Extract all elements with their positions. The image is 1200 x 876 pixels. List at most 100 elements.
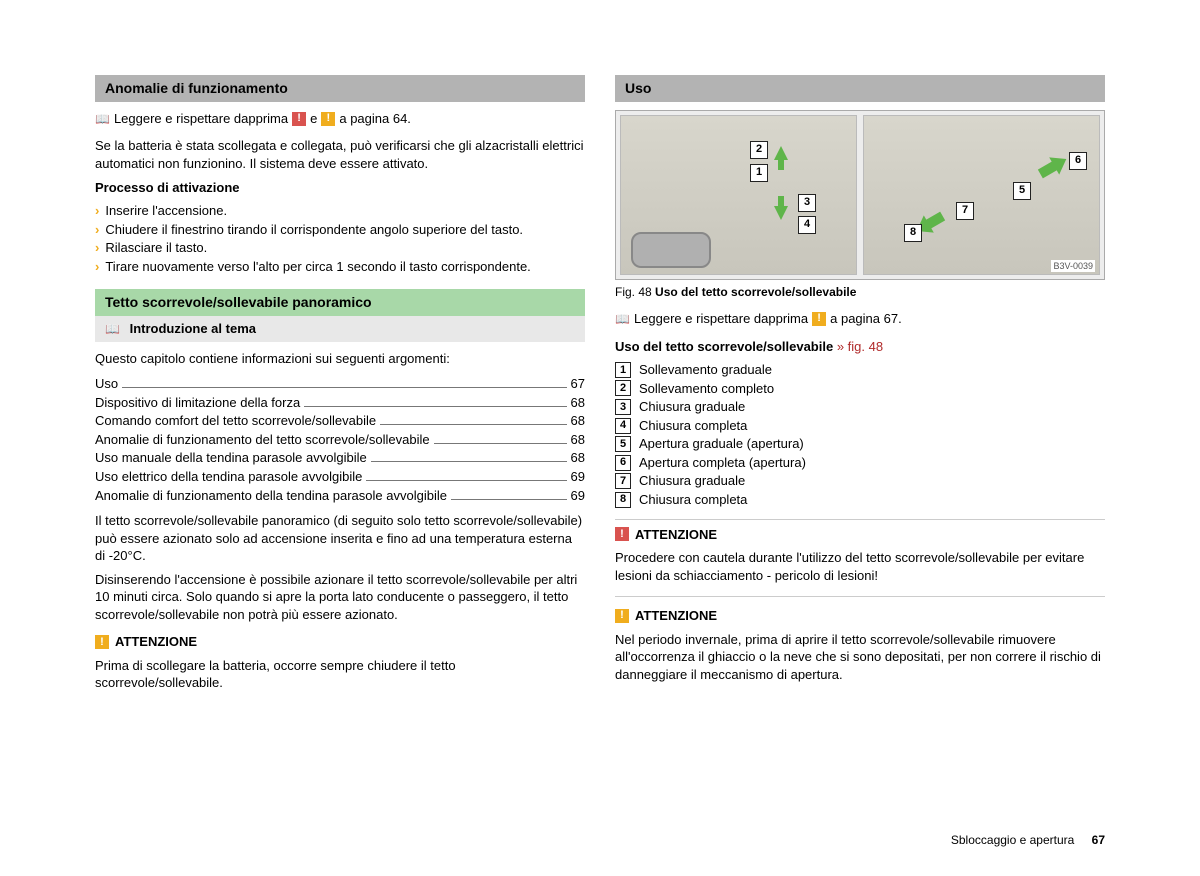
toc-page: 68 [571,449,585,467]
toc-label: Uso [95,375,118,393]
notice-mid: e [310,110,317,128]
footer-page: 67 [1092,833,1105,847]
num-text: Apertura graduale (apertura) [639,435,804,453]
warn-body: Nel periodo invernale, prima di aprire i… [615,631,1105,684]
toc-label: Uso elettrico della tendina parasole avv… [95,468,362,486]
num-text: Sollevamento completo [639,380,774,398]
notice-read-first-left: Leggere e rispettare dapprima ! e ! a pa… [95,110,585,128]
notice-pre: Leggere e rispettare dapprima [114,110,288,128]
num-box: 5 [615,436,631,452]
arrow-upright-icon [1038,160,1060,179]
toc-leader [366,480,566,481]
para-chapter-info: Questo capitolo contiene informazioni su… [95,350,585,368]
toc-page: 67 [571,375,585,393]
fig-num: Fig. 48 [615,285,652,299]
uso-subhead: Uso del tetto scorrevole/sollevabile » f… [615,338,1105,356]
heading-anomalie: Anomalie di funzionamento [95,75,585,102]
para-battery: Se la batteria è stata scollegata e coll… [95,137,585,172]
para-tetto-ign: Disinserendo l'accensione è possibile az… [95,571,585,624]
num-box: 7 [615,473,631,489]
left-column: Anomalie di funzionamento Leggere e risp… [95,75,585,846]
table-of-contents: Uso 67 Dispositivo di limitazione della f… [95,375,585,504]
toc-label: Anomalie di funzionamento del tetto scor… [95,431,430,449]
heading-tetto: Tetto scorrevole/sollevabile panoramico [95,289,585,316]
toc-page: 68 [571,412,585,430]
toc-page: 68 [571,431,585,449]
numbered-list: 1 Sollevamento graduale 2 Sollevamento com… [615,361,1105,508]
heading-intro: Introduzione al tema [95,316,585,342]
chevron-icon: › [95,202,99,220]
toc-page: 69 [571,468,585,486]
num-box: 6 [615,455,631,471]
num-box: 3 [615,399,631,415]
step-text: Rilasciare il tasto. [105,239,207,257]
para-activation-title: Processo di attivazione [95,179,585,197]
toc-leader [451,499,567,500]
warn-red-icon: ! [615,527,629,541]
fig-ref: » fig. 48 [837,339,883,354]
chevron-icon: › [95,221,99,239]
toc-leader [122,387,566,388]
figure-48: 2 1 3 4 6 5 7 8 B3V-0039 [615,110,1105,280]
intro-label: Introduzione al tema [130,321,256,336]
toc-page: 68 [571,394,585,412]
arrow-up-icon [774,146,788,160]
num-box: 8 [615,492,631,508]
arrow-down-icon [774,206,788,220]
num-text: Chiusura graduale [639,472,745,490]
activation-steps: › Inserire l'accensione. › Chiudere il fin… [95,202,585,275]
callout-4: 4 [798,216,816,234]
toc-page: 69 [571,487,585,505]
uso-subhead-text: Uso del tetto scorrevole/sollevabile [615,339,833,354]
warn-red-icon: ! [292,112,306,126]
callout-5: 5 [1013,182,1031,200]
warn-body: Prima di scollegare la batteria, occorre… [95,657,585,692]
heading-uso: Uso [615,75,1105,102]
warn-title: ATTENZIONE [635,526,717,544]
callout-2: 2 [750,141,768,159]
page-footer: Sbloccaggio e apertura 67 [951,832,1105,848]
notice-post: a pagina 64. [339,110,411,128]
figure-panel-left: 2 1 3 4 [620,115,857,275]
warn-title: ATTENZIONE [115,633,197,651]
notice-pre: Leggere e rispettare dapprima [634,310,808,328]
warning-heading-yellow: ! ATTENZIONE [615,607,1105,625]
step-text: Inserire l'accensione. [105,202,227,220]
warn-yellow-icon: ! [95,635,109,649]
figure-caption: Fig. 48 Uso del tetto scorrevole/solleva… [615,284,1105,300]
chevron-icon: › [95,239,99,257]
warn-body: Procedere con cautela durante l'utilizzo… [615,549,1105,584]
num-text: Chiusura graduale [639,398,745,416]
num-text: Chiusura completa [639,417,747,435]
book-icon [615,310,630,328]
warning-heading-yellow: ! ATTENZIONE [95,633,585,651]
warn-yellow-icon: ! [321,112,335,126]
callout-7: 7 [956,202,974,220]
callout-1: 1 [750,164,768,182]
mirror-shape [631,232,711,268]
toc-label: Anomalie di funzionamento della tendina … [95,487,447,505]
toc-label: Uso manuale della tendina parasole avvol… [95,449,367,467]
num-box: 1 [615,362,631,378]
toc-label: Comando comfort del tetto scorrevole/sol… [95,412,376,430]
num-text: Chiusura completa [639,491,747,509]
toc-label: Dispositivo di limitazione della forza [95,394,300,412]
footer-label: Sbloccaggio e apertura [951,833,1074,847]
toc-leader [380,424,566,425]
num-text: Sollevamento graduale [639,361,772,379]
notice-post: a pagina 67. [830,310,902,328]
toc-leader [434,443,567,444]
right-column: Uso 2 1 3 4 6 5 7 8 [615,75,1105,846]
step-text: Tirare nuovamente verso l'alto per circa… [105,258,530,276]
callout-3: 3 [798,194,816,212]
step-text: Chiudere il finestrino tirando il corris… [105,221,523,239]
callout-6: 6 [1069,152,1087,170]
notice-read-first-right: Leggere e rispettare dapprima ! a pagina… [615,310,1105,328]
num-box: 2 [615,380,631,396]
chevron-icon: › [95,258,99,276]
num-text: Apertura completa (apertura) [639,454,806,472]
para-tetto-cond: Il tetto scorrevole/sollevabile panorami… [95,512,585,565]
figure-code: B3V-0039 [1051,260,1095,272]
book-icon [95,110,110,128]
fig-caption-text: Uso del tetto scorrevole/sollevabile [655,285,856,299]
